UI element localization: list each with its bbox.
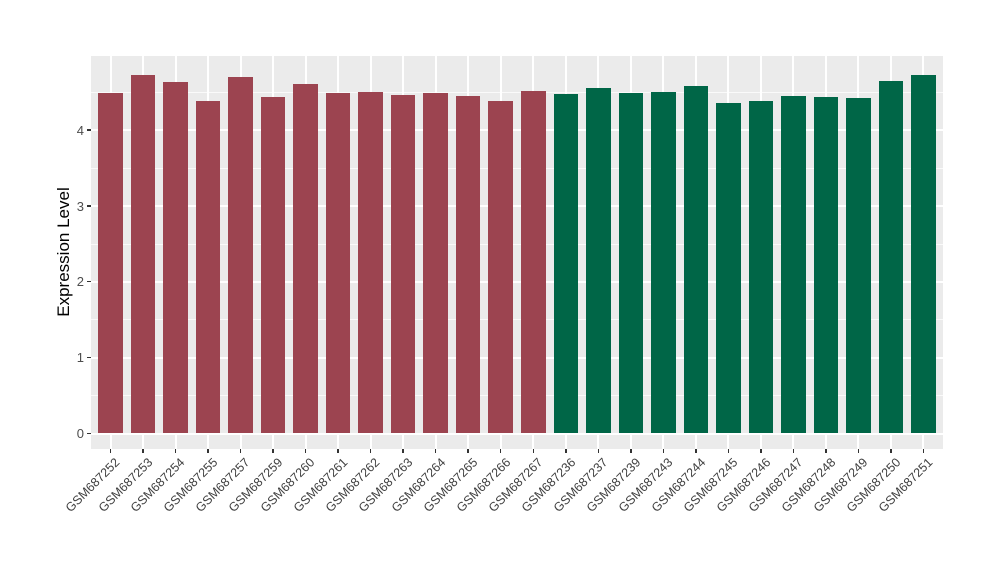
x-axis-tick [922, 449, 925, 453]
y-axis-tick [87, 205, 91, 207]
bar-GSM687236 [553, 93, 579, 434]
x-axis-tick [239, 449, 242, 453]
gridline-major-horizontal [91, 356, 943, 359]
bar-GSM687247 [781, 96, 806, 434]
y-axis-tick [87, 356, 91, 359]
x-axis-tick [434, 449, 437, 453]
bar-GSM687249 [846, 98, 871, 434]
x-axis-tick [565, 449, 567, 453]
bar-GSM687263 [390, 95, 416, 434]
x-axis-tick [369, 449, 372, 453]
gridline-minor-horizontal [91, 91, 943, 93]
x-axis-tick [630, 449, 632, 453]
bar-GSM687250 [878, 81, 904, 434]
bar-GSM687257 [228, 77, 253, 434]
x-axis-tick [727, 449, 730, 453]
bar-GSM687239 [618, 93, 644, 434]
bar-GSM687264 [423, 93, 448, 434]
bar-GSM687245 [716, 103, 741, 434]
x-axis-tick [760, 449, 762, 453]
bar-GSM687254 [163, 81, 188, 434]
bar-GSM687265 [455, 96, 481, 434]
x-axis-tick [597, 449, 600, 453]
x-axis-tick [662, 449, 665, 453]
gridline-minor-horizontal [91, 243, 943, 245]
y-tick-label: 1 [76, 350, 84, 366]
x-axis-tick [337, 449, 339, 453]
y-tick-label: 4 [76, 122, 84, 138]
y-axis-tick [87, 432, 91, 434]
y-tick-label: 2 [76, 274, 84, 290]
bar-GSM687248 [813, 96, 839, 434]
x-axis-tick [857, 449, 860, 453]
gridline-minor-horizontal [91, 167, 943, 169]
plot-panel [91, 56, 943, 449]
x-axis-tick [207, 449, 209, 453]
x-axis-tick [792, 449, 795, 453]
bar-GSM687243 [651, 91, 676, 434]
y-axis-tick [87, 129, 91, 131]
gridline-minor-horizontal [91, 395, 943, 397]
x-axis-tick [304, 449, 307, 453]
bar-GSM687246 [748, 101, 774, 434]
gridline-major-horizontal [91, 129, 943, 132]
gridline-major-horizontal [91, 205, 943, 208]
x-axis-tick [142, 449, 144, 453]
x-axis-tick [532, 449, 534, 453]
bar-GSM687262 [358, 91, 383, 434]
gridline-major-horizontal [91, 432, 943, 435]
gridline-major-horizontal [91, 280, 943, 283]
bar-GSM687252 [98, 93, 123, 434]
x-axis-tick [825, 449, 827, 453]
bar-GSM687267 [521, 90, 546, 434]
x-axis-tick [272, 449, 274, 453]
x-axis-tick [499, 449, 502, 453]
x-axis-tick [109, 449, 112, 453]
bar-GSM687259 [260, 96, 286, 434]
x-axis-tick [695, 449, 697, 453]
bar-GSM687237 [586, 87, 611, 434]
bar-GSM687255 [195, 101, 221, 434]
bar-GSM687253 [130, 74, 156, 434]
x-axis-tick [890, 449, 892, 453]
x-axis-tick [467, 449, 469, 453]
gridline-minor-horizontal [91, 319, 943, 321]
bar-GSM687251 [911, 74, 936, 434]
y-tick-label: 3 [76, 198, 84, 214]
y-axis-tick [87, 280, 91, 283]
bar-GSM687244 [683, 85, 709, 434]
x-axis-tick [174, 449, 177, 453]
x-axis-tick [402, 449, 404, 453]
bar-GSM687261 [325, 93, 351, 434]
bar-GSM687260 [293, 84, 318, 434]
bar-GSM687266 [488, 101, 513, 434]
y-tick-label: 0 [76, 426, 84, 441]
